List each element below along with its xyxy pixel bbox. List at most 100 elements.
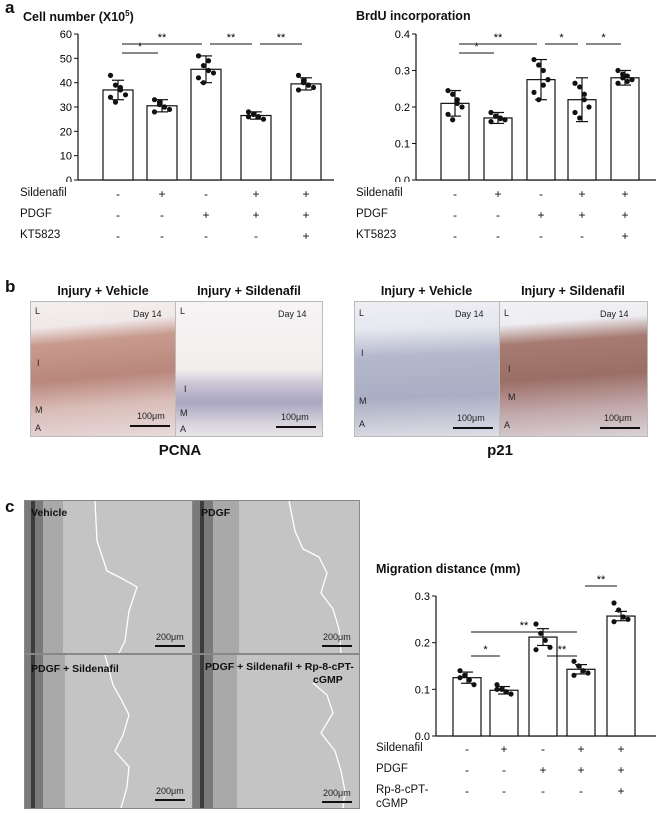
migration-label-pdgf: PDGF — [201, 507, 231, 519]
cond-label-kt5823: KT5823 — [20, 229, 61, 241]
y-tick-label: 0.1 — [415, 684, 430, 696]
data-point — [445, 87, 451, 94]
significance-label: ** — [277, 32, 286, 44]
bar — [240, 114, 272, 181]
layer-label-i: I — [37, 358, 40, 368]
significance-label: * — [474, 41, 479, 53]
cond-label-sildenafil: Sildenafil — [376, 742, 423, 754]
cond-a-left-sign: - — [204, 187, 208, 201]
panel-letter-a: a — [5, 0, 15, 17]
data-point — [205, 58, 212, 64]
data-point — [200, 63, 207, 69]
data-point — [122, 92, 129, 98]
significance-label: * — [559, 32, 564, 44]
data-point — [112, 82, 119, 88]
data-point — [488, 109, 494, 116]
bar — [483, 117, 513, 181]
cond-a-left-sign: + — [202, 208, 210, 222]
layer-label-a: A — [359, 419, 366, 429]
cond-label-rp8: Rp-8-cPT- — [376, 784, 429, 796]
data-point — [540, 67, 546, 74]
layer-label-m: M — [180, 408, 188, 418]
data-point — [450, 91, 456, 97]
scale-bar — [130, 425, 170, 427]
y-tick-label: 0.3 — [415, 591, 430, 603]
migration-label-pdgf-sildenafil-rp: PDGF + Sildenafil + Rp-8-cPT- — [205, 661, 354, 673]
bar — [489, 689, 519, 737]
scale-bar — [276, 426, 316, 428]
significance-label: ** — [520, 620, 529, 632]
cond-label-pdgf: PDGF — [376, 763, 408, 775]
data-point — [112, 99, 119, 105]
data-point — [533, 647, 539, 653]
significance-label: ** — [494, 32, 503, 44]
panel-letter-b: b — [5, 277, 16, 296]
layer-label-l: L — [504, 308, 510, 318]
p21-right-title: Injury + Sildenafil — [521, 284, 625, 298]
data-point — [499, 686, 505, 692]
y-tick-label: 20 — [60, 126, 72, 138]
chart-title-cell-number: Cell number (X105) — [23, 9, 134, 25]
y-tick-label: 10 — [60, 151, 72, 163]
pcna-right-title: Injury + Sildenafil — [197, 284, 301, 298]
migration-pdgf-image: PDGF 200μm — [192, 500, 360, 654]
data-point — [585, 670, 591, 676]
data-point — [577, 115, 583, 121]
scale-bar-label: 200μm — [156, 632, 184, 642]
cond-a-right-sign: - — [453, 208, 457, 222]
cond-label-sildenafil: Sildenafil — [20, 187, 67, 199]
data-point — [494, 686, 500, 692]
scale-bar-label: 200μm — [323, 632, 351, 642]
data-point — [466, 677, 472, 683]
layer-label-l: L — [180, 306, 186, 316]
cond-a-right-sign: - — [539, 187, 543, 201]
data-point — [245, 109, 252, 115]
data-point — [151, 109, 158, 115]
cond-c-sign: + — [577, 763, 585, 777]
p21-left-title: Injury + Vehicle — [380, 284, 473, 298]
cond-a-right-sign: + — [621, 187, 629, 201]
layer-label-a: A — [180, 424, 187, 434]
bar — [190, 68, 222, 181]
scale-bar-label: 100μm — [281, 412, 309, 422]
data-point — [629, 77, 635, 83]
y-tick-label: 0.0 — [415, 731, 430, 740]
bar — [610, 77, 640, 181]
data-point — [310, 84, 317, 91]
pcna-left-title: Injury + Vehicle — [57, 284, 149, 298]
data-point — [151, 97, 158, 103]
pcna-sildenafil-image: L Day 14 I M A 100μm — [175, 301, 323, 437]
data-point — [611, 619, 617, 625]
data-point — [581, 91, 587, 97]
conditions-a-left: Sildenafil PDGF KT5823 - + - + + - - + + + - - - - + — [20, 187, 320, 247]
cond-a-left-sign: - — [160, 229, 164, 243]
cond-label-pdgf: PDGF — [356, 208, 388, 220]
layer-label-m: M — [359, 396, 367, 406]
brdu-chart: 0.00.10.20.30.4*** * * — [395, 29, 656, 182]
scale-bar — [155, 645, 185, 647]
cond-c-sign: - — [502, 763, 506, 777]
chart-title-brdu: BrdU incorporation — [356, 9, 471, 23]
cond-a-left-sign: + — [302, 229, 310, 243]
data-point — [205, 67, 212, 74]
cond-a-right-sign: - — [539, 229, 543, 243]
y-tick-label: 0 — [66, 175, 72, 182]
significance-label: ** — [227, 32, 236, 44]
migration-label-cgmp: cGMP — [313, 674, 343, 686]
data-point — [295, 72, 302, 78]
p21-stain-label: p21 — [487, 442, 513, 459]
scale-bar-label: 200μm — [156, 786, 184, 796]
scale-bar-label: 100μm — [457, 413, 485, 423]
cond-a-left-sign: + — [252, 208, 260, 222]
data-point — [250, 111, 257, 117]
scale-bar — [322, 645, 352, 647]
cond-a-right-sign: + — [621, 229, 629, 243]
data-point — [462, 672, 468, 678]
panel-letter-c: c — [5, 497, 15, 516]
cond-c-sign: + — [617, 742, 625, 756]
scale-bar — [155, 799, 185, 801]
data-point — [545, 77, 551, 83]
y-tick-label: 0.2 — [395, 102, 410, 114]
significance-label: ** — [558, 644, 567, 656]
